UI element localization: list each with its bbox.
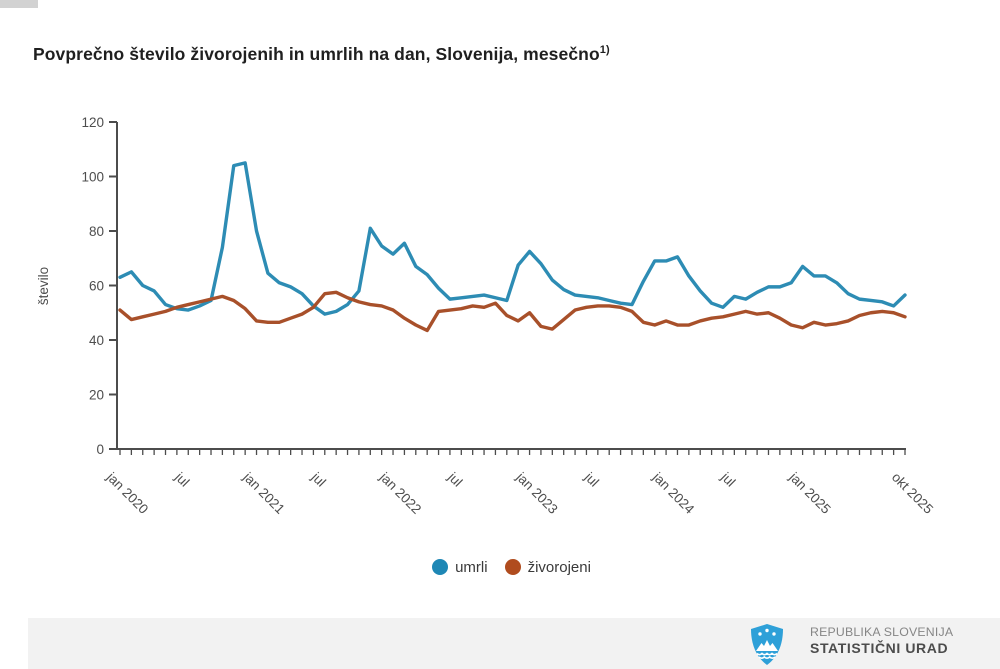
x-tick-label: okt 2025 (889, 470, 936, 517)
corner-artifact (0, 0, 38, 8)
y-tick-label: 0 (96, 442, 104, 457)
legend-label-umrli: umrli (455, 558, 488, 576)
y-tick-label: 100 (81, 170, 104, 185)
x-tick-label: jan 2025 (786, 469, 834, 517)
legend-item-zivorojeni[interactable]: živorojeni (504, 558, 591, 576)
y-tick-label: 80 (89, 224, 104, 239)
legend-item-umrli[interactable]: umrli (432, 559, 488, 576)
zivorojeni-series-marker (504, 559, 521, 575)
footer-statisticni-urad: STATISTIČNI URAD (810, 640, 949, 657)
y-tick-label: 120 (81, 115, 104, 130)
chart-legend: umrli živorojeni (117, 556, 906, 578)
x-tick-label: jul (444, 469, 465, 490)
footer-text: REPUBLIKA SLOVENIJA STATISTIČNI URAD (810, 625, 953, 658)
chart-title: Povprečno število živorojenih in umrlih … (33, 44, 610, 65)
footnote-marker: 1) (599, 44, 610, 57)
y-tick-label: 60 (89, 279, 104, 294)
footer-bar: REPUBLIKA SLOVENIJA STATISTIČNI URAD (28, 618, 1000, 669)
x-tick-label: jul (308, 469, 329, 490)
x-tick-label: jan 2023 (513, 469, 561, 517)
footer-republika-slovenija: REPUBLIKA SLOVENIJA (810, 625, 954, 639)
chart-title-text: Povprečno število živorojenih in umrlih … (33, 44, 600, 64)
series-line-živorojeni (118, 290, 907, 333)
umrli-series-marker (432, 559, 449, 575)
x-tick-label: jan 2021 (240, 469, 288, 517)
series-line-umrli (118, 161, 907, 316)
legend-label-zivorojeni: živorojeni (527, 558, 591, 576)
y-tick-label: 40 (89, 333, 104, 348)
x-tick-label: jul (171, 469, 192, 490)
x-tick-label: jan 2024 (649, 469, 697, 517)
slovenia-coat-of-arms-logo (751, 624, 783, 665)
x-tick-label: jul (581, 469, 602, 490)
y-axis-title: število (36, 267, 51, 305)
x-tick-label: jan 2020 (103, 469, 151, 517)
x-tick-label: jan 2022 (376, 469, 424, 517)
y-tick-label: 20 (89, 388, 104, 403)
x-tick-label: jul (718, 469, 739, 490)
